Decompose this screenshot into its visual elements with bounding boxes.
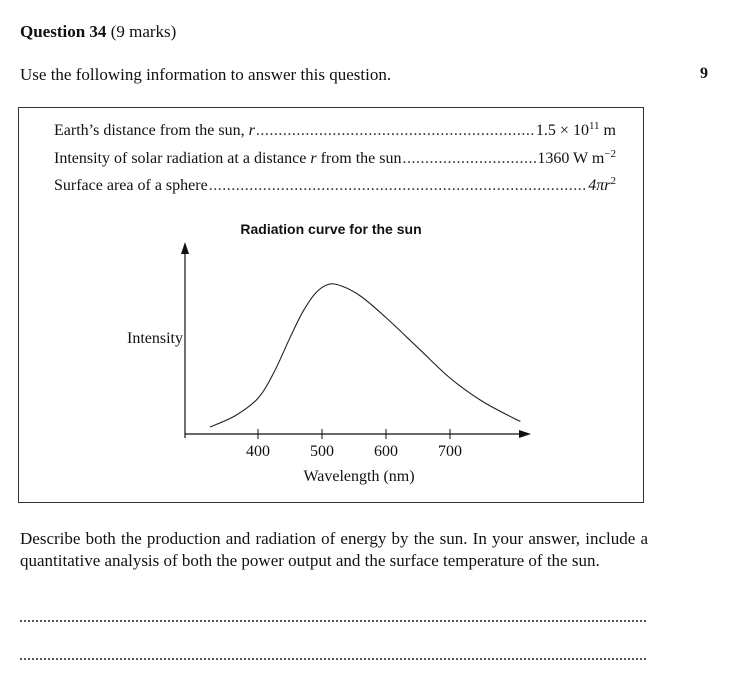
- info-label: Intensity of solar radiation at a distan…: [54, 150, 402, 167]
- y-axis-arrowhead: [181, 242, 189, 254]
- y-axis-label: Intensity: [127, 330, 183, 347]
- radiation-chart: Intensity Wavelength (nm) 400 500 600 700: [127, 242, 531, 485]
- x-tick-label: 700: [438, 443, 462, 460]
- x-tick-label: 500: [310, 443, 334, 460]
- info-row-distance: Earth’s distance from the sun, r 1.5 × 1…: [54, 120, 616, 140]
- info-value: 1.5 × 1011 m: [535, 120, 616, 140]
- answer-line-1[interactable]: [20, 618, 646, 622]
- info-label: Surface area of a sphere: [54, 177, 208, 194]
- answer-line-2[interactable]: [20, 656, 646, 660]
- radiation-curve: [209, 283, 521, 428]
- question-marks: (9 marks): [110, 22, 177, 41]
- page-number: 9: [700, 65, 708, 82]
- x-tick-label: 600: [374, 443, 398, 460]
- question-prompt: Describe both the production and radiati…: [20, 529, 648, 570]
- question-number: Question 34: [20, 22, 107, 41]
- information-box: Earth’s distance from the sun, r 1.5 × 1…: [18, 107, 644, 503]
- info-row-sphere-area: Surface area of a sphere 4πr2: [54, 175, 616, 195]
- chart-title: Radiation curve for the sun: [240, 221, 422, 237]
- info-value: 1360 W m−2: [537, 148, 616, 168]
- x-axis-arrowhead: [519, 430, 531, 438]
- x-axis-label: Wavelength (nm): [303, 468, 414, 485]
- info-label: Earth’s distance from the sun, r: [54, 122, 255, 139]
- question-heading: Question 34 (9 marks): [20, 22, 176, 42]
- info-row-intensity: Intensity of solar radiation at a distan…: [54, 148, 616, 168]
- x-tick-label: 400: [246, 443, 270, 460]
- question-intro: Use the following information to answer …: [20, 65, 392, 84]
- info-value: 4πr2: [588, 175, 616, 195]
